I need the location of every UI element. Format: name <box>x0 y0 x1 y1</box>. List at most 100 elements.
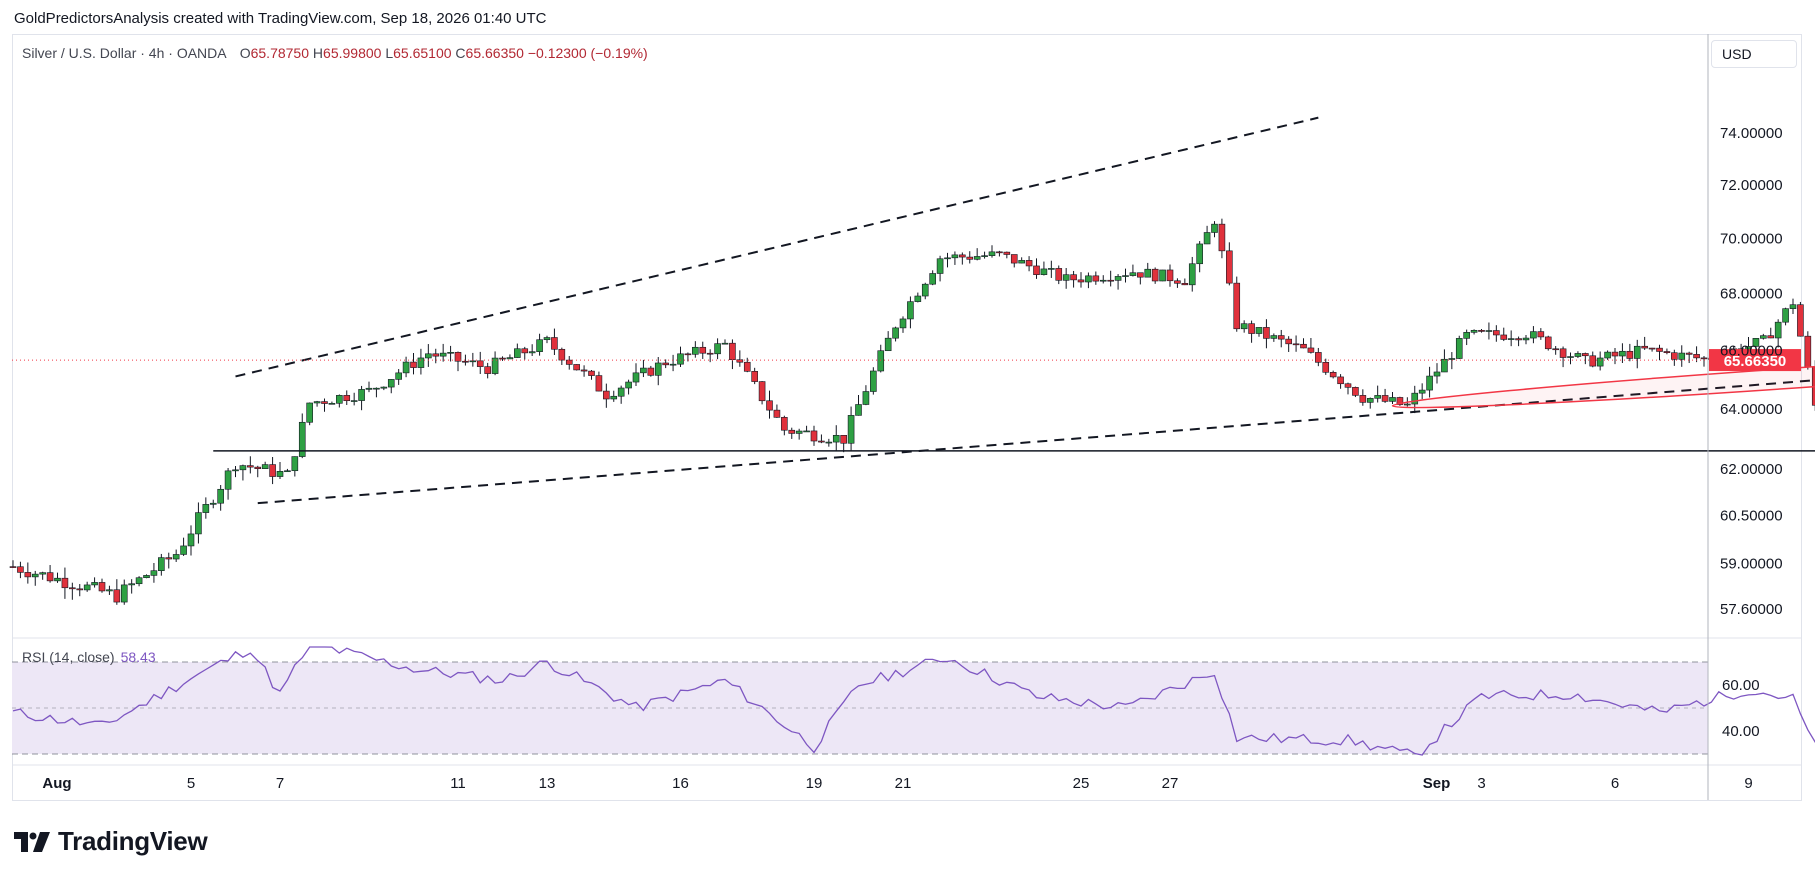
candle-down <box>1077 279 1085 283</box>
candle-up <box>276 471 284 477</box>
candle-down <box>996 251 1003 254</box>
candle-down <box>321 401 328 404</box>
time-axis-label: Aug <box>42 775 71 792</box>
candle-down <box>1248 323 1255 334</box>
candle-down <box>1693 354 1700 359</box>
candle-down <box>1166 269 1174 282</box>
symbol-name[interactable]: Silver / U.S. Dollar · 4h · OANDA <box>22 45 226 61</box>
candle-up <box>1270 335 1278 339</box>
candle-down <box>818 440 825 443</box>
symbol-legend[interactable]: Silver / U.S. Dollar · 4h · OANDA O65.78… <box>22 45 648 61</box>
rsi-value: 58.43 <box>120 649 156 665</box>
candle-down <box>1515 338 1522 341</box>
candle-up <box>106 589 113 592</box>
candle-up <box>1530 331 1537 339</box>
candle-up <box>714 343 721 355</box>
candle-up <box>921 283 929 297</box>
candle-down <box>1233 282 1241 330</box>
candle-up <box>514 348 521 358</box>
candle-up <box>981 255 988 257</box>
candle-down <box>521 348 529 354</box>
high-label: H <box>312 45 324 61</box>
candle-up <box>929 273 936 285</box>
candle-down <box>1493 330 1500 336</box>
candle-down <box>662 362 669 366</box>
candle-up <box>1240 323 1248 330</box>
candle-down <box>1537 331 1545 338</box>
candle-up <box>721 342 729 345</box>
time-axis-label: 5 <box>187 775 195 792</box>
candle-up <box>365 387 373 390</box>
candle-up <box>217 488 224 504</box>
candle-up <box>135 577 143 585</box>
currency-selector[interactable]: USD <box>1711 40 1797 68</box>
candle-down <box>1337 376 1344 385</box>
candle-down <box>1559 348 1567 358</box>
candle-down <box>1329 372 1337 378</box>
candle-down <box>269 464 276 477</box>
candle-down <box>1107 279 1114 282</box>
candle-up <box>306 402 313 423</box>
candle-down <box>1648 347 1656 350</box>
rsi-plot <box>12 646 1815 756</box>
candle-up <box>632 372 640 383</box>
candle-up <box>91 582 98 586</box>
upper-channel-trendline <box>235 116 1319 378</box>
candle-down <box>1226 250 1233 284</box>
candle-down <box>113 589 121 603</box>
candle-down <box>1641 345 1648 349</box>
candle-down <box>781 417 788 431</box>
candle-down <box>1381 395 1389 402</box>
candle-down <box>410 361 417 368</box>
brand-name: TradingView <box>58 826 208 856</box>
candle-up <box>1463 332 1470 339</box>
candle-down <box>766 400 773 411</box>
candle-down <box>1544 336 1552 350</box>
candle-up <box>31 573 39 578</box>
candle-down <box>1055 268 1063 281</box>
price-axis-label: 72.00000 <box>1720 177 1783 194</box>
candle-up <box>669 363 677 366</box>
candle-up <box>1255 327 1263 334</box>
axes: 74.00000 72.00000 70.00000 68.00000 66.00000… <box>12 34 1802 800</box>
candle-up <box>1159 269 1166 282</box>
tradingview-logo[interactable]: TradingView <box>14 826 208 857</box>
candles <box>9 218 1815 605</box>
time-axis-label: 9 <box>1744 775 1752 792</box>
candle-down <box>1092 275 1100 282</box>
candle-up <box>180 545 187 555</box>
open-value: 65.78750 <box>250 45 310 61</box>
low-label: L <box>385 45 394 61</box>
candle-up <box>350 400 358 402</box>
chart-caption: GoldPredictorsAnalysis created with Trad… <box>14 10 547 27</box>
candle-up <box>1522 337 1530 341</box>
price-axis-label: 60.50000 <box>1720 508 1783 525</box>
candle-up <box>1374 395 1381 399</box>
candle-up <box>328 402 336 405</box>
rsi-legend[interactable]: RSI (14, close) 58.43 <box>22 649 156 665</box>
candle-up <box>336 395 343 404</box>
candle-up <box>1633 345 1641 359</box>
candle-up <box>261 464 269 469</box>
candle-up <box>543 337 551 341</box>
candle-up <box>1470 329 1478 333</box>
candle-up <box>417 357 425 368</box>
candle-up <box>1507 338 1515 340</box>
candle-up <box>862 391 870 405</box>
candle-up <box>158 557 165 571</box>
candle-down <box>684 353 692 356</box>
candle-up <box>847 415 855 444</box>
candle-up <box>54 577 61 582</box>
price-axis-label: 59.00000 <box>1720 555 1783 572</box>
time-axis-label: 27 <box>1162 775 1179 792</box>
rsi-axis-label: 60.00 <box>1722 677 1760 694</box>
candle-up <box>447 351 454 354</box>
candle-up <box>1789 304 1797 309</box>
candle-up <box>988 251 996 256</box>
candle-up <box>143 575 150 579</box>
last-price-value: 65.66350 <box>1724 353 1787 370</box>
candle-up <box>202 504 210 513</box>
time-axis-label: 25 <box>1073 775 1090 792</box>
candle-down <box>1700 357 1708 360</box>
